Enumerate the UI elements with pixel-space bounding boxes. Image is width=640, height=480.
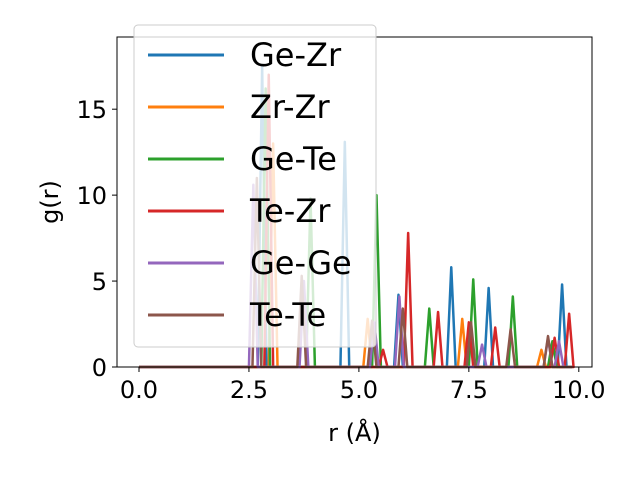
x-tick-label: 2.5 [230, 376, 268, 404]
legend-label-ge-te: Ge-Te [250, 140, 337, 178]
x-tick-label: 5.0 [340, 376, 378, 404]
legend-label-te-zr: Te-Zr [249, 192, 331, 230]
x-axis-label: r (Å) [328, 418, 381, 447]
x-tick-label: 7.5 [450, 376, 488, 404]
x-axis: 0.0 2.5 5.0 7.5 10.0 [120, 367, 606, 404]
legend-label-te-te: Te-Te [249, 296, 326, 334]
y-tick-label: 10 [76, 182, 107, 210]
x-tick-label: 0.0 [120, 376, 158, 404]
y-tick-label: 0 [92, 354, 107, 382]
y-tick-label: 5 [92, 268, 107, 296]
x-tick-label: 10.0 [552, 376, 605, 404]
legend-label-ge-ge: Ge-Ge [250, 244, 352, 282]
y-tick-label: 15 [76, 96, 107, 124]
y-axis-label: g(r) [36, 180, 64, 224]
legend-label-zr-zr: Zr-Zr [250, 88, 331, 126]
legend-label-ge-zr: Ge-Zr [250, 36, 342, 74]
y-axis: 0 5 10 15 [76, 96, 117, 382]
legend: Ge-Zr Zr-Zr Ge-Te Te-Zr Ge-Ge Te-Te [133, 24, 377, 348]
